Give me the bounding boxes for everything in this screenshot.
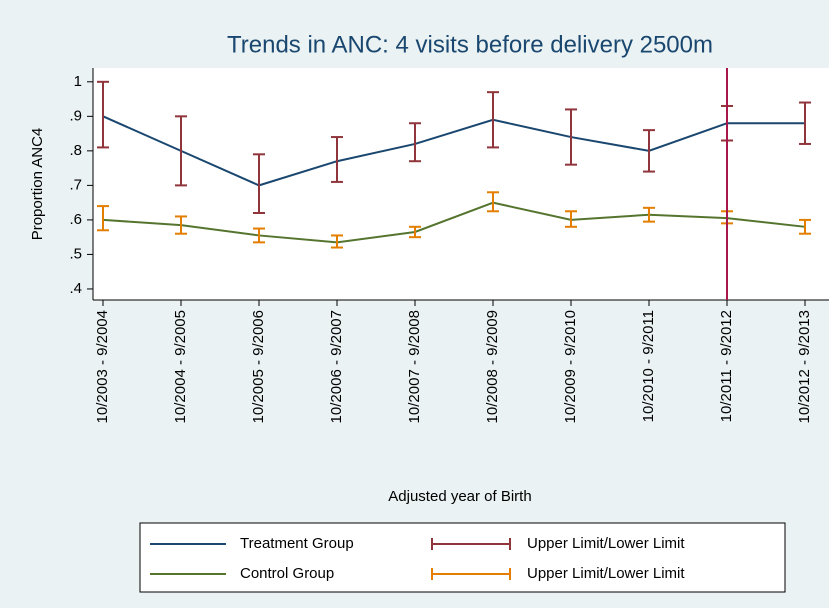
error-bar bbox=[175, 115, 187, 187]
error-bar bbox=[409, 122, 421, 163]
error-bar bbox=[643, 129, 655, 173]
error-bar bbox=[331, 136, 343, 183]
y-tick-label: 1 bbox=[74, 73, 82, 90]
x-tick-label: 10/2012 - 9/2013 bbox=[796, 310, 813, 423]
x-tick-label: 10/2009 - 9/2010 bbox=[562, 310, 579, 423]
y-tick-label: .5 bbox=[69, 245, 82, 262]
legend-label: Upper Limit/Lower Limit bbox=[527, 565, 685, 582]
x-tick-label: 10/2003 - 9/2004 bbox=[94, 310, 111, 423]
series-line bbox=[102, 201, 806, 244]
error-bar bbox=[487, 191, 499, 213]
x-tick-label: 10/2011 - 9/2012 bbox=[718, 310, 735, 422]
x-axis-title: Adjusted year of Birth bbox=[388, 488, 531, 505]
y-tick-label: .7 bbox=[69, 176, 82, 193]
error-bar bbox=[409, 225, 421, 239]
error-bar bbox=[175, 215, 187, 235]
error-bar bbox=[97, 80, 109, 149]
error-bar bbox=[487, 91, 499, 149]
y-axis-title: Proportion ANC4 bbox=[29, 128, 46, 241]
legend-label: Upper Limit/Lower Limit bbox=[527, 535, 685, 552]
legend-label: Treatment Group bbox=[240, 535, 354, 552]
y-tick-label: .9 bbox=[69, 107, 82, 124]
x-tick-label: 10/2007 - 9/2008 bbox=[406, 310, 423, 423]
error-bar bbox=[97, 205, 109, 232]
x-tick-label: 10/2006 - 9/2007 bbox=[328, 310, 345, 423]
error-bar bbox=[331, 234, 343, 249]
error-bar bbox=[253, 153, 265, 214]
legend bbox=[139, 522, 786, 593]
error-bar bbox=[253, 227, 265, 244]
error-bar bbox=[799, 218, 811, 235]
chart-title: Trends in ANC: 4 visits before delivery … bbox=[227, 31, 713, 58]
x-tick-label: 10/2005 - 9/2006 bbox=[250, 310, 267, 423]
error-bar bbox=[643, 206, 655, 223]
legend-label: Control Group bbox=[240, 565, 334, 582]
plot-area bbox=[93, 68, 829, 300]
y-tick-label: .6 bbox=[69, 211, 82, 228]
error-bar bbox=[565, 108, 577, 166]
x-tick-label: 10/2004 - 9/2005 bbox=[172, 310, 189, 423]
x-tick-label: 10/2010 - 9/2011 bbox=[640, 310, 657, 422]
error-bar bbox=[799, 101, 811, 145]
series-line bbox=[102, 115, 805, 187]
error-bar bbox=[565, 210, 577, 228]
x-tick-label: 10/2008 - 9/2009 bbox=[484, 310, 501, 423]
y-tick-label: .8 bbox=[69, 142, 82, 159]
y-tick-label: .4 bbox=[69, 280, 82, 297]
